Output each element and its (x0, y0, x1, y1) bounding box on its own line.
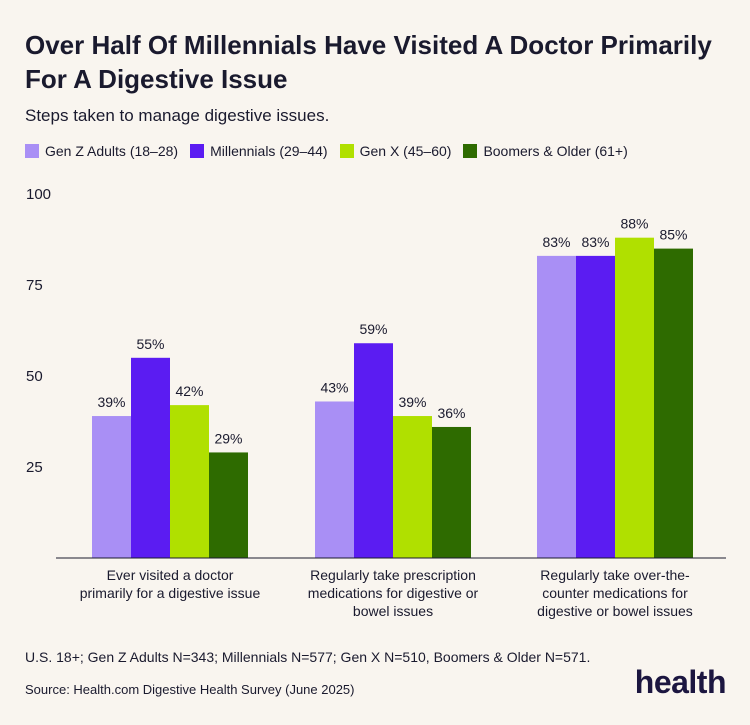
bar (92, 416, 131, 558)
footnote: U.S. 18+; Gen Z Adults N=343; Millennial… (25, 649, 591, 665)
category-label-line: digestive or bowel issues (537, 603, 693, 619)
data-label: 83% (542, 234, 570, 250)
legend-swatch (463, 144, 478, 158)
bar (315, 401, 354, 558)
legend-label: Millennials (29–44) (210, 143, 328, 159)
legend-item: Boomers & Older (61+) (463, 143, 628, 159)
legend-swatch (25, 144, 39, 158)
category-label-line: bowel issues (353, 603, 433, 619)
bar (393, 416, 432, 558)
y-tick-label: 100 (26, 186, 51, 203)
category-label-line: Regularly take prescription (310, 567, 476, 583)
bar (537, 255, 576, 558)
legend-item: Millennials (29–44) (190, 143, 328, 159)
data-label: 36% (437, 405, 465, 421)
data-label: 55% (136, 336, 164, 352)
bar (354, 343, 393, 558)
category-label-line: primarily for a digestive issue (80, 585, 261, 601)
legend: Gen Z Adults (18–28) Millennials (29–44) G… (25, 143, 640, 159)
legend-item: Gen X (45–60) (339, 143, 452, 159)
category-label: Regularly take over-the-counter medicati… (537, 567, 693, 619)
legend-swatch (339, 144, 354, 158)
data-label: 59% (359, 321, 387, 337)
legend-item: Gen Z Adults (18–28) (25, 143, 178, 159)
bar-chart: 25 50 75 100 39% 43% 83% 55% 59% 83% 42% 39% 88% 29% 3… (26, 186, 726, 619)
data-label: 43% (320, 379, 348, 395)
chart-title: Over Half Of Millennials Have Visited A … (25, 30, 712, 94)
legend-swatch (190, 144, 205, 158)
category-label-line: counter medications for (542, 585, 688, 601)
category-label-line: Ever visited a doctor (107, 567, 234, 583)
data-label: 39% (398, 394, 426, 410)
data-label: 29% (214, 430, 242, 446)
data-label: 88% (620, 216, 648, 232)
category-label: Ever visited a doctor primarily for a dig… (80, 567, 261, 601)
y-tick-label: 75 (26, 277, 43, 294)
bar (654, 248, 693, 558)
data-label: 85% (659, 227, 687, 243)
data-label: 83% (581, 234, 609, 250)
bar (209, 452, 248, 558)
source-note: Source: Health.com Digestive Health Surv… (25, 682, 355, 697)
legend-label: Gen X (45–60) (359, 143, 452, 159)
category-label-line: Regularly take over-the- (540, 567, 690, 583)
bar (576, 255, 615, 558)
legend-label: Boomers & Older (61+) (483, 143, 628, 159)
category-label: Regularly take prescription medications f… (308, 567, 479, 619)
bar (615, 237, 654, 558)
health-logo: health (634, 664, 727, 700)
y-tick-label: 50 (26, 368, 43, 385)
chart-subtitle: Steps taken to manage digestive issues. (25, 106, 330, 125)
data-label: 39% (97, 394, 125, 410)
data-label: 42% (175, 383, 203, 399)
bar (131, 357, 170, 558)
y-tick-label: 25 (26, 459, 43, 476)
legend-label: Gen Z Adults (18–28) (45, 143, 179, 159)
bar (432, 426, 471, 558)
bar (170, 405, 209, 558)
category-label-line: medications for digestive or (308, 585, 479, 601)
